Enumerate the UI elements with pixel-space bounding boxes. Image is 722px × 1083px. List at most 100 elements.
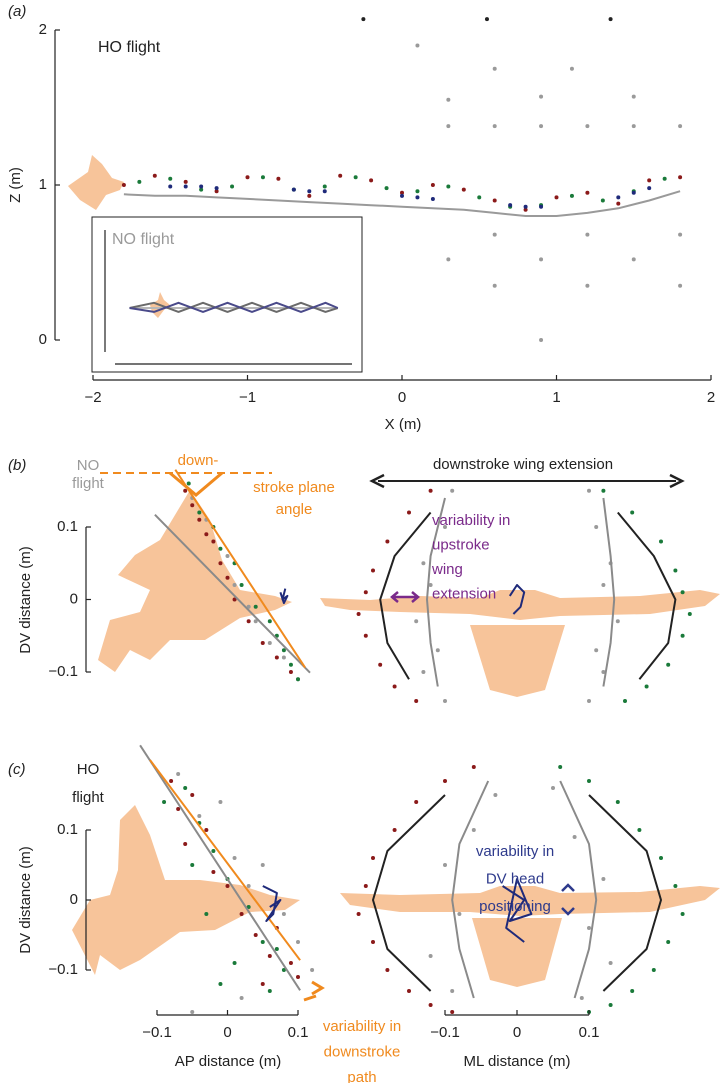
- plot: [139, 744, 315, 1014]
- data-point: [435, 648, 440, 653]
- trace: [559, 780, 598, 999]
- data-point: [176, 807, 181, 811]
- y-tick-label: 2: [39, 21, 47, 38]
- x-tick-label: 0.1: [288, 1024, 309, 1041]
- data-point: [288, 670, 293, 674]
- data-point: [446, 124, 451, 129]
- data-point: [647, 178, 652, 183]
- data-point: [356, 612, 361, 616]
- data-point: [246, 604, 251, 609]
- annotation: stroke plane: [253, 479, 335, 496]
- data-point: [457, 912, 462, 916]
- bird-b-front: [320, 590, 720, 697]
- annotation: path: [347, 1069, 376, 1083]
- data-point: [204, 532, 209, 537]
- data-point: [666, 662, 671, 667]
- data-point: [218, 546, 223, 551]
- data-point: [176, 772, 181, 776]
- data-point: [197, 510, 202, 515]
- bird-a: [68, 155, 124, 210]
- data-point: [673, 568, 678, 573]
- data-point: [225, 554, 230, 558]
- data-point: [253, 604, 258, 609]
- data-point: [450, 1010, 455, 1014]
- data-point: [353, 175, 358, 180]
- data-point: [307, 189, 312, 194]
- data-point: [492, 198, 497, 203]
- data-point: [587, 926, 591, 930]
- trace: [602, 497, 616, 687]
- data-point: [446, 184, 451, 189]
- data-point: [601, 670, 606, 674]
- data-point: [579, 996, 584, 1000]
- data-point: [183, 488, 188, 493]
- data-point: [281, 912, 286, 916]
- data-point: [378, 662, 383, 667]
- data-point: [421, 670, 426, 674]
- data-point: [338, 173, 343, 178]
- x-tick-label: 0: [223, 1024, 231, 1041]
- data-point: [608, 1003, 613, 1007]
- data-point: [260, 982, 265, 986]
- data-point: [539, 338, 544, 342]
- data-point: [211, 539, 216, 544]
- trace: [588, 794, 662, 992]
- data-point: [569, 193, 574, 198]
- x-tick-label: 1: [552, 389, 560, 406]
- data-point: [539, 257, 544, 262]
- data-point: [678, 175, 683, 180]
- data-point: [492, 283, 497, 288]
- data-point: [551, 786, 555, 790]
- annotation: downstroke: [324, 1043, 401, 1060]
- data-point: [414, 800, 419, 804]
- data-point: [587, 488, 591, 493]
- data-point: [421, 561, 426, 566]
- annotation: upstroke: [432, 536, 490, 553]
- inset-frame: [91, 216, 363, 373]
- data-point: [218, 982, 223, 986]
- data-point: [274, 947, 279, 951]
- data-point: [539, 94, 544, 99]
- data-point: [414, 699, 419, 703]
- data-point: [430, 196, 435, 201]
- y-axis-label: DV distance (m): [17, 546, 34, 654]
- data-point: [197, 814, 202, 818]
- data-point: [232, 597, 237, 602]
- data-point: [385, 968, 390, 972]
- inset-title: NO flight: [112, 231, 175, 248]
- x-tick-label: 0: [398, 389, 406, 406]
- data-point: [137, 179, 142, 184]
- data-point: [443, 779, 447, 783]
- data-point: [190, 503, 195, 508]
- data-point: [601, 877, 606, 881]
- data-point: [594, 525, 599, 529]
- data-point: [678, 232, 683, 237]
- annotation: down-: [178, 452, 219, 469]
- x-tick-label: 0: [513, 1024, 521, 1041]
- angle-marker: [169, 471, 223, 497]
- annotation: angle: [276, 501, 313, 518]
- data-point: [246, 905, 251, 909]
- data-point: [296, 975, 300, 979]
- x-tick-label: −1: [239, 389, 256, 406]
- data-point: [430, 183, 435, 187]
- data-point: [260, 641, 265, 645]
- data-point: [585, 232, 590, 237]
- trace: [279, 588, 289, 605]
- blue-arrow: [561, 883, 575, 916]
- data-point: [608, 17, 613, 22]
- data-point: [225, 884, 230, 888]
- annotation: variability in: [432, 512, 510, 529]
- data-point: [400, 193, 404, 198]
- data-point: [601, 488, 606, 493]
- data-point: [214, 186, 219, 191]
- data-point: [492, 66, 497, 71]
- x-tick-label: −0.1: [142, 1024, 172, 1041]
- data-point: [183, 786, 188, 790]
- trace: [508, 584, 526, 615]
- data-point: [260, 175, 265, 180]
- trace: [372, 794, 446, 992]
- data-point: [616, 195, 621, 200]
- data-point: [616, 201, 621, 206]
- data-point: [631, 124, 636, 129]
